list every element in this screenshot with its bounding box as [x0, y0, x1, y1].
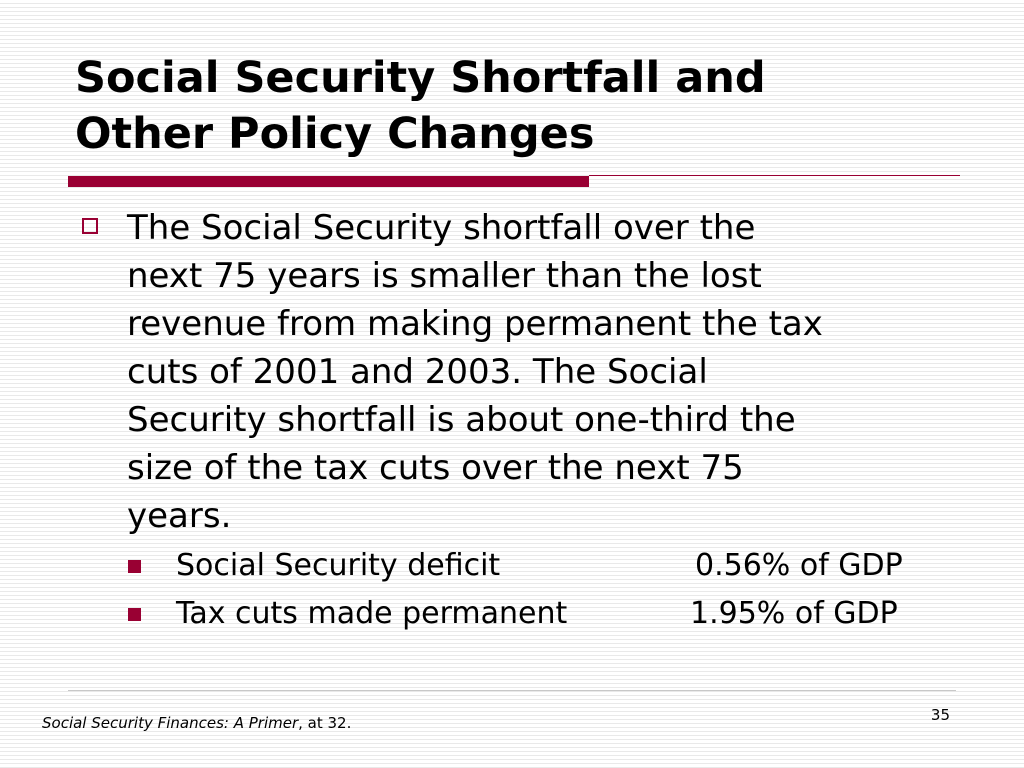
main-bullet-line: Security shortfall is about one-third th…	[127, 400, 796, 440]
slide-title-line-1: Social Security Shortfall and	[75, 53, 766, 103]
slide-title-line-2: Other Policy Changes	[75, 109, 595, 159]
sub-bullet-value: 0.56% of GDP	[695, 548, 903, 583]
source-page: , at 32.	[298, 714, 352, 732]
slide-title: Social Security Shortfall and Other Poli…	[75, 50, 975, 162]
filled-square-bullet-icon	[128, 608, 141, 621]
main-bullet-line: The Social Security shortfall over the	[127, 208, 756, 248]
main-bullet-line: cuts of 2001 and 2003. The Social	[127, 352, 708, 392]
footer-divider	[68, 690, 956, 691]
main-bullet-line: next 75 years is smaller than the lost	[127, 256, 762, 296]
main-bullet-line: size of the tax cuts over the next 75	[127, 448, 744, 488]
sub-bullet-label: Tax cuts made permanent	[176, 596, 568, 631]
source-title: Social Security Finances: A Primer	[42, 714, 299, 732]
slide-number: 35	[930, 706, 950, 724]
sub-bullet-tax-cuts-permanent: Tax cuts made permanent 1.95% of GDP	[128, 590, 948, 638]
filled-square-bullet-icon	[128, 560, 141, 573]
sub-bullet-label: Social Security deficit	[176, 548, 501, 583]
hollow-square-bullet-icon	[82, 218, 98, 234]
source-citation: Social Security Finances: A Primer, at 3…	[42, 713, 351, 733]
sub-bullet-social-security-deficit: Social Security deficit 0.56% of GDP	[128, 542, 948, 590]
main-bullet-line: revenue from making permanent the tax	[127, 304, 823, 344]
title-underline-thin	[589, 175, 960, 176]
main-bullet-text: The Social Security shortfall over the n…	[127, 204, 957, 540]
sub-bullet-value: 1.95% of GDP	[690, 596, 898, 631]
main-bullet-line: years.	[127, 496, 232, 536]
title-underline-thick	[68, 176, 589, 187]
